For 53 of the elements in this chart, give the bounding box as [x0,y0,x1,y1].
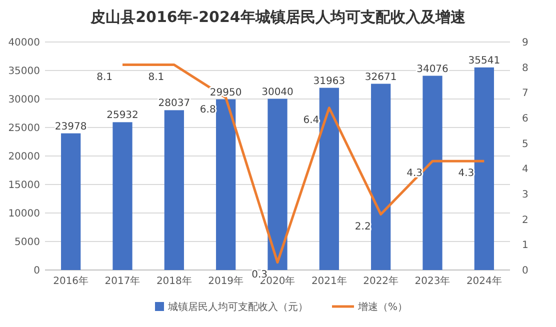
x-tick-label: 2024年 [466,275,502,287]
x-tick-label: 2023年 [414,275,450,287]
y-tick-label: 0 [34,266,40,276]
legend-label: 城镇居民人均可支配收入（元） [167,301,308,313]
x-tick-label: 2018年 [156,275,192,287]
y-tick-label: 30000 [8,94,40,106]
x-tick-label: 2019年 [208,275,244,287]
data-label: 6.8 [200,104,216,116]
y2-tick-label: 6 [522,114,528,124]
data-label: 28037 [158,98,190,110]
chart-title: 皮山县2016年-2024年城镇居民人均可支配收入及增速 [90,8,466,26]
data-label: 6.4 [303,114,320,126]
y2-tick-label: 3 [522,190,528,200]
y2-tick-label: 2 [522,214,528,226]
x-tick-label: 2017年 [104,275,140,287]
data-label: 31963 [313,76,346,87]
y2-tick-label: 7 [522,88,528,100]
data-label: 35541 [468,55,500,66]
x-tick-label: 2022年 [363,275,399,287]
bar [371,84,391,270]
y2-tick-label: 1 [522,240,528,252]
data-label: 30040 [262,86,294,98]
y2-tick-label: 9 [522,38,528,48]
bar [112,122,132,270]
y-tick-label: 35000 [8,66,40,77]
y-tick-label: 40000 [8,38,40,48]
data-label: 4.3 [458,168,474,180]
data-label: 32671 [364,72,397,83]
bar [268,98,288,270]
data-label: 25932 [106,110,138,122]
y2-tick-label: 4 [522,164,528,176]
y2-tick-label: 5 [522,138,528,150]
bar [216,99,236,270]
y-tick-label: 20000 [8,152,40,162]
y-tick-label: 10000 [8,208,40,220]
data-label: 23978 [54,121,87,132]
bar [164,110,184,270]
y2-tick-label: 8 [522,62,528,74]
data-label: 8.1 [148,72,164,83]
data-label: 8.1 [96,72,112,83]
bar [474,67,494,270]
x-tick-label: 2021年 [311,275,347,287]
legend-label: 增速（%） [357,301,408,313]
bar [319,88,339,270]
y-tick-label: 15000 [8,180,40,191]
y-tick-label: 5000 [14,237,40,248]
y-tick-label: 25000 [8,123,40,134]
x-tick-label: 2016年 [53,275,89,287]
data-label: 2.2 [354,221,371,232]
data-label: 34076 [416,64,448,75]
bar [422,76,442,270]
y2-tick-label: 0 [522,266,528,276]
bar [61,133,81,270]
